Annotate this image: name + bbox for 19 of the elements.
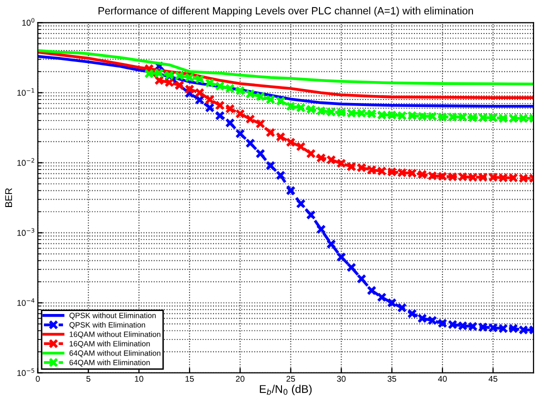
x-tick-label: 35 [388,376,396,382]
y-tick-label: 10$^{−4}$ [17,298,34,306]
x-tick-label: 5 [86,376,90,382]
chart-title: Performance of different Mapping Levels over PLC channel (A=1) with elimination [98,6,473,16]
x-axis-title: E$_{b}$/N$_{0}$ (dB) [260,384,312,396]
y-tick-label: 10$^{−2}$ [17,158,34,166]
x-tick-label: 40 [438,376,447,382]
x-tick-label: 10 [134,376,144,382]
x-tick-label: 15 [186,376,194,382]
x-tick-label: 45 [488,376,498,382]
x-tick-label: 20 [236,376,244,382]
x-tick-label: 30 [336,376,346,382]
y-axis-title: BER [5,188,12,207]
y-tick-label: 10$^{0}$ [22,18,34,26]
y-tick-label: 10$^{−1}$ [17,88,34,96]
y-tick-label: 10$^{−5}$ [17,368,34,376]
x-tick-label: 25 [286,376,296,382]
x-tick-label: 0 [36,376,40,382]
y-tick-label: 10$^{−3}$ [17,228,34,236]
